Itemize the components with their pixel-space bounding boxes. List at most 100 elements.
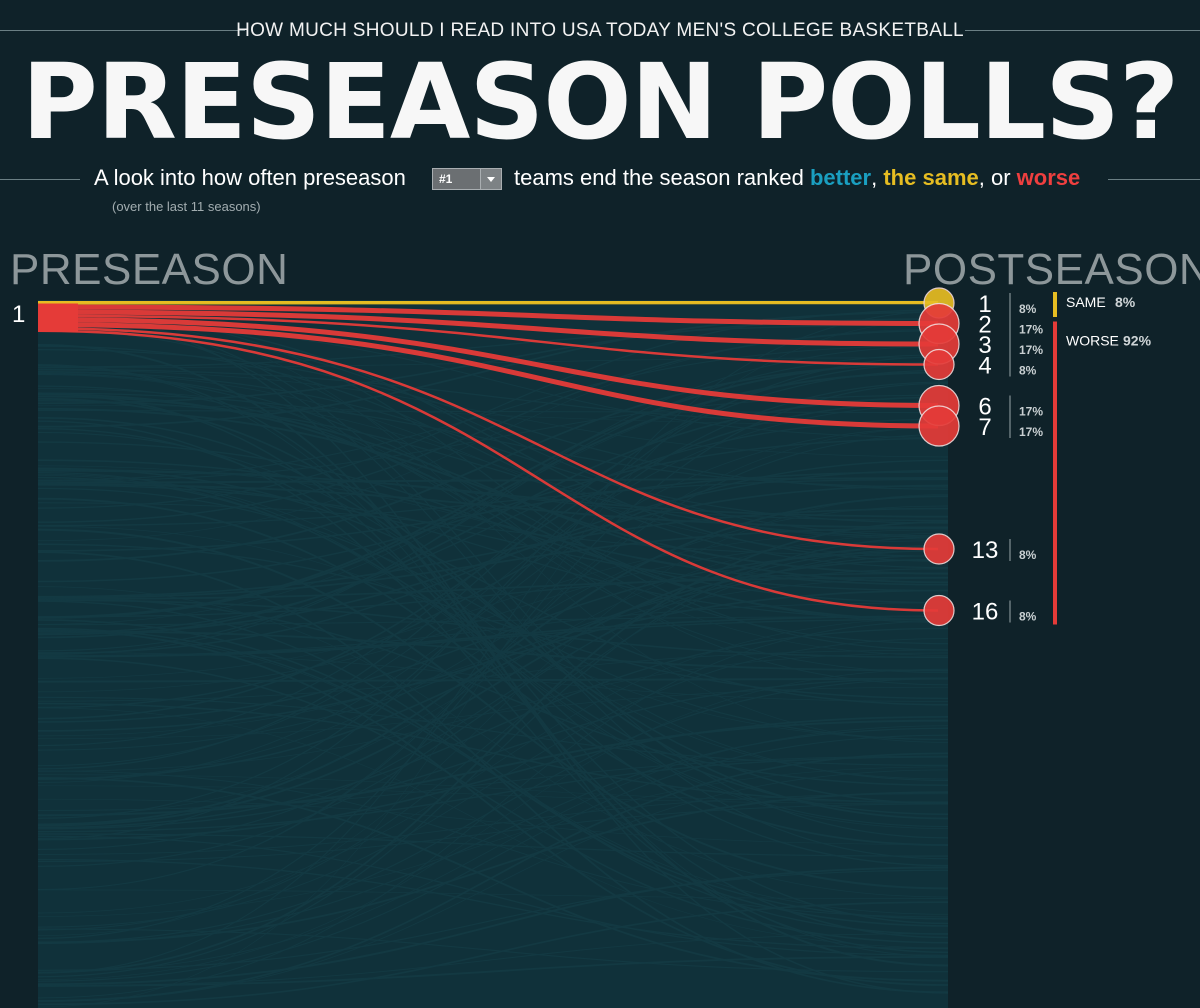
- background-flow: [37, 427, 949, 783]
- postseason-rank-label: 2: [978, 312, 991, 339]
- background-flow: [37, 374, 949, 656]
- background-flow: [37, 427, 949, 867]
- background-flow: [37, 766, 949, 917]
- background-flow: [37, 484, 949, 636]
- summary-pct-worse: 92%: [1123, 333, 1152, 349]
- background-flow: [37, 310, 949, 974]
- background-flow: [37, 933, 949, 987]
- postseason-pct-label: 8%: [1019, 548, 1037, 562]
- postseason-rank-label: 1: [978, 291, 991, 318]
- background-flow: [37, 484, 949, 592]
- subtitle-mid-text: teams end the season ranked: [514, 165, 804, 190]
- background-flow: [37, 388, 949, 540]
- postseason-pct-label: 17%: [1019, 343, 1043, 357]
- postseason-pct-label: 8%: [1019, 364, 1037, 378]
- background-flow: [37, 431, 949, 781]
- preseason-rank-dropdown[interactable]: #1: [432, 168, 502, 190]
- background-flow: [37, 833, 949, 857]
- highlight-flows: [37, 301, 939, 612]
- background-flow: [37, 901, 949, 1006]
- page-title: PRESEASON POLLS?: [21, 41, 1180, 163]
- background-flow: [37, 372, 949, 557]
- background-flow: [37, 576, 949, 600]
- legend-better: better: [809, 165, 872, 190]
- postseason-pct-label: 8%: [1019, 302, 1037, 316]
- background-flow: [37, 315, 949, 839]
- background-flow: [37, 558, 949, 780]
- background-flow: [37, 803, 949, 863]
- background-flow: [37, 476, 949, 485]
- background-flow: [37, 577, 949, 737]
- background-flow: [37, 479, 949, 621]
- subtitle-middle: teams end the season ranked better, the …: [514, 165, 1080, 191]
- background-flow: [37, 550, 949, 723]
- background-flow: [37, 497, 949, 847]
- subtitle-rule-left: [0, 179, 80, 180]
- background-flow: [37, 686, 949, 740]
- background-flow: [37, 476, 949, 816]
- background-flow: [37, 602, 949, 657]
- background-flow: [37, 547, 949, 867]
- background-flow: [37, 311, 949, 994]
- preseason-column-header: PRESEASON: [10, 245, 289, 294]
- background-flow: [37, 409, 949, 414]
- background-flow: [37, 528, 949, 890]
- flow-path-rank-4: [37, 314, 939, 366]
- postseason-rank-label: 7: [978, 414, 991, 441]
- postseason-node-4: [923, 348, 955, 381]
- background-flow: [37, 345, 949, 569]
- background-flow: [37, 725, 949, 973]
- postseason-node-16: [923, 594, 955, 627]
- postseason-node-7: [918, 405, 960, 447]
- background-flow: [37, 381, 949, 819]
- background-flow: [37, 696, 949, 766]
- background-flow: [37, 631, 949, 915]
- background-flow: [37, 483, 949, 529]
- background-flow: [37, 395, 949, 584]
- background-flow: [37, 418, 949, 634]
- background-flow: [37, 323, 949, 368]
- background-flow: [37, 527, 949, 599]
- kicker-row: HOW MUCH SHOULD I READ INTO USA TODAY ME…: [0, 18, 1200, 46]
- background-flow: [37, 620, 949, 999]
- postseason-pct-label: 8%: [1019, 610, 1037, 624]
- background-flow: [37, 357, 949, 369]
- background-flow: [37, 657, 949, 944]
- chevron-down-icon[interactable]: [480, 169, 501, 189]
- subtitle-rule-right: [1108, 179, 1200, 180]
- background-flow: [37, 769, 949, 1002]
- postseason-column-header: POSTSEASON: [903, 245, 1200, 294]
- background-flow: [37, 777, 949, 982]
- postseason-pct-label: 17%: [1019, 323, 1043, 337]
- postseason-rank-label: 4: [978, 353, 991, 380]
- background-flow: [37, 343, 949, 967]
- postseason-rank-label: 3: [978, 332, 991, 359]
- background-flow: [37, 529, 949, 679]
- background-flow: [37, 618, 949, 658]
- background-flow: [37, 755, 949, 811]
- preseason-rank-value: #1: [439, 172, 453, 186]
- subtitle-comma: ,: [871, 165, 878, 190]
- preseason-rank-label: 1: [12, 301, 25, 328]
- postseason-pct-label: 17%: [1019, 405, 1043, 419]
- background-flow: [37, 858, 949, 950]
- postseason-pct-label: 17%: [1019, 425, 1043, 439]
- background-flow: [37, 393, 949, 939]
- same-flow-line: [38, 301, 938, 304]
- postseason-rank-label: 16: [972, 599, 999, 626]
- background-flow: [37, 719, 949, 817]
- background-flow: [37, 329, 949, 686]
- background-flow: [37, 373, 949, 623]
- background-flow: [37, 652, 949, 772]
- background-flow: [37, 417, 949, 805]
- summary-bracket-worse: [1053, 321, 1057, 625]
- background-flow: [37, 371, 949, 524]
- background-flow: [37, 791, 949, 944]
- flow-path-rank-16: [37, 329, 939, 612]
- flow-path-rank-3: [37, 309, 939, 347]
- background-flow: [37, 551, 949, 994]
- background-flow: [37, 404, 949, 767]
- background-flow: [37, 798, 949, 845]
- background-flow: [37, 494, 949, 936]
